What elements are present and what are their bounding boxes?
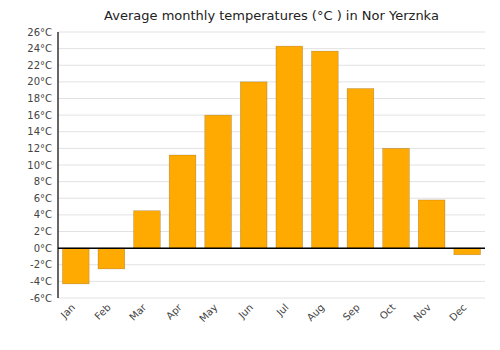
- bar: [383, 148, 410, 248]
- bar: [347, 89, 374, 249]
- y-tick-label: 0°C: [34, 243, 52, 254]
- title: Average monthly temperatures (°C ) in No…: [104, 8, 439, 23]
- bar: [134, 211, 161, 248]
- bar: [454, 248, 481, 255]
- grid-line: [58, 298, 485, 299]
- x-tick-label: Jan: [58, 302, 77, 321]
- grid-line: [58, 48, 485, 49]
- chart: Average monthly temperatures (°C ) in No…: [0, 0, 500, 350]
- grid-line: [58, 81, 485, 82]
- y-axis: -6°C -4°C -2°C 0°C 2°C 4°C 6°C 8°C 10°C 12°C 14°C 1…: [27, 27, 52, 304]
- x-tick-label: Mar: [127, 301, 149, 323]
- grid-line: [58, 281, 485, 282]
- y-tick-label: 4°C: [34, 209, 52, 220]
- grid-line: [58, 181, 485, 182]
- x-tick-label: Jul: [274, 302, 291, 319]
- grid-line: [58, 148, 485, 149]
- grid-line: [58, 115, 485, 116]
- bar: [312, 51, 339, 248]
- y-tick-label: 16°C: [27, 110, 52, 121]
- x-tick-label: Dec: [447, 302, 468, 323]
- y-tick-label: -2°C: [30, 259, 52, 270]
- bar: [205, 115, 232, 248]
- bar: [98, 248, 125, 269]
- grid: [58, 32, 485, 298]
- bar: [418, 200, 445, 248]
- y-tick-label: 18°C: [27, 93, 52, 104]
- bar: [276, 46, 303, 248]
- y-tick-label: 14°C: [27, 126, 52, 137]
- grid-line: [58, 98, 485, 99]
- x-tick-label: Sep: [341, 302, 362, 323]
- grid-line: [58, 165, 485, 166]
- x-tick-label: Feb: [92, 302, 112, 322]
- y-tick-label: 22°C: [27, 60, 52, 71]
- grid-line: [58, 65, 485, 66]
- bar: [240, 82, 267, 248]
- y-tick-label: 12°C: [27, 143, 52, 154]
- grid-line: [58, 32, 485, 33]
- y-tick-label: 10°C: [27, 160, 52, 171]
- x-tick-label: Nov: [411, 302, 433, 324]
- x-tick-label: Aug: [305, 302, 327, 324]
- x-axis: Jan Feb Mar Apr May Jun Jul Aug Sep Oct Nov Dec: [58, 301, 469, 324]
- x-tick-label: Jun: [236, 302, 256, 322]
- y-tick-label: -4°C: [30, 276, 52, 287]
- x-tick-label: May: [197, 302, 219, 324]
- y-tick-label: 6°C: [34, 193, 52, 204]
- grid-line: [58, 131, 485, 132]
- x-tick-label: Apr: [164, 301, 185, 322]
- bar: [62, 248, 89, 284]
- bar: [169, 155, 196, 248]
- y-axis-line: [57, 32, 58, 298]
- zero-line: [58, 247, 485, 249]
- y-tick-label: 26°C: [27, 27, 52, 38]
- x-tick-label: Oct: [377, 302, 397, 322]
- grid-line: [58, 198, 485, 199]
- y-tick-label: 8°C: [34, 176, 52, 187]
- grid-line: [58, 248, 485, 249]
- y-tick-label: -6°C: [30, 293, 52, 304]
- y-tick-label: 20°C: [27, 76, 52, 87]
- y-tick-label: 2°C: [34, 226, 52, 237]
- y-tick-label: 24°C: [27, 43, 52, 54]
